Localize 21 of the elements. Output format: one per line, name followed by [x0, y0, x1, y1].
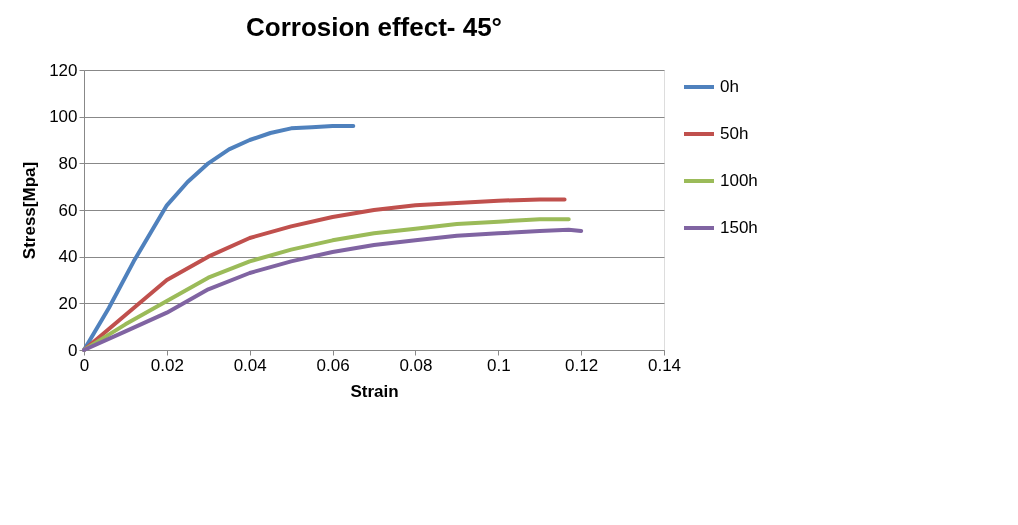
x-tick-label: 0.14: [647, 355, 682, 375]
x-tick-label: 0.06: [316, 355, 350, 375]
y-tick-label: 120: [49, 60, 78, 80]
y-tick-label: 40: [58, 247, 78, 267]
legend-label: 100h: [720, 171, 758, 190]
y-tick-label: 60: [58, 200, 78, 220]
legend-label: 150h: [720, 218, 758, 237]
x-tick-label: 0.02: [150, 355, 184, 375]
y-tick-label: 20: [58, 293, 78, 313]
x-axis-title: Strain: [350, 381, 399, 401]
x-tick-label: 0.08: [399, 355, 433, 375]
y-tick-label: 100: [49, 107, 78, 127]
y-tick-label: 0: [68, 340, 78, 360]
legend-label: 50h: [720, 124, 749, 143]
legend-label: 0h: [720, 77, 739, 96]
y-tick-label: 80: [58, 153, 78, 173]
x-tick-label: 0.04: [233, 355, 267, 375]
x-tick-label: 0.1: [486, 355, 511, 375]
y-axis-title: Stress[Mpa]: [20, 161, 40, 260]
chart-title: Corrosion effect- 45°: [245, 12, 503, 42]
x-tick-label: 0.12: [565, 355, 599, 375]
